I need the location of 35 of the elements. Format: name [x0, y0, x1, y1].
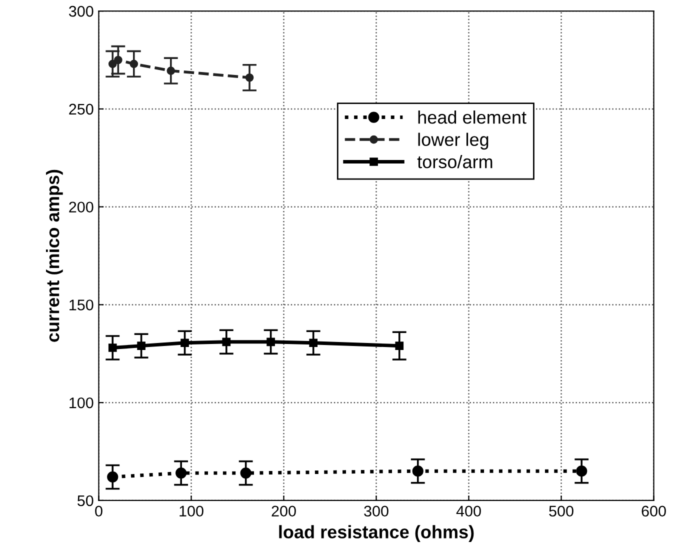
point [114, 56, 122, 64]
point [137, 342, 146, 350]
point [412, 466, 424, 477]
x-tick-label: 100 [180, 506, 204, 517]
x-tick-label: 400 [456, 506, 481, 517]
y-tick-label: 300 [68, 6, 94, 17]
point [130, 60, 138, 68]
y-tick-label: 200 [69, 202, 94, 213]
x-tick-label: 600 [642, 506, 666, 517]
point [176, 468, 187, 479]
legend-label: lower leg [418, 132, 488, 150]
y-tick-label: 150 [70, 300, 94, 310]
legend-label: torso/arm [417, 155, 492, 168]
x-tick-label: 300 [364, 506, 388, 517]
x-axis-title: load resistance (ohms) [279, 525, 474, 542]
point [166, 66, 176, 75]
point [309, 338, 318, 348]
y-tick-label: 50 [78, 495, 94, 506]
x-tick-label: 200 [272, 506, 296, 517]
y-tick-label: 100 [70, 397, 94, 408]
point [240, 468, 252, 479]
x-tick-label: 500 [549, 506, 574, 517]
y-tick-label: 250 [69, 104, 94, 115]
point [395, 342, 404, 350]
point [576, 466, 588, 477]
point [245, 73, 254, 82]
point [180, 338, 189, 348]
y-axis-title: current (mico amps) [46, 170, 63, 342]
point [108, 60, 117, 68]
x-tick-label: 0 [95, 506, 102, 517]
legend-label: head element [418, 110, 526, 124]
point [108, 344, 117, 352]
point [266, 338, 275, 346]
point [107, 471, 118, 483]
point [222, 338, 231, 346]
